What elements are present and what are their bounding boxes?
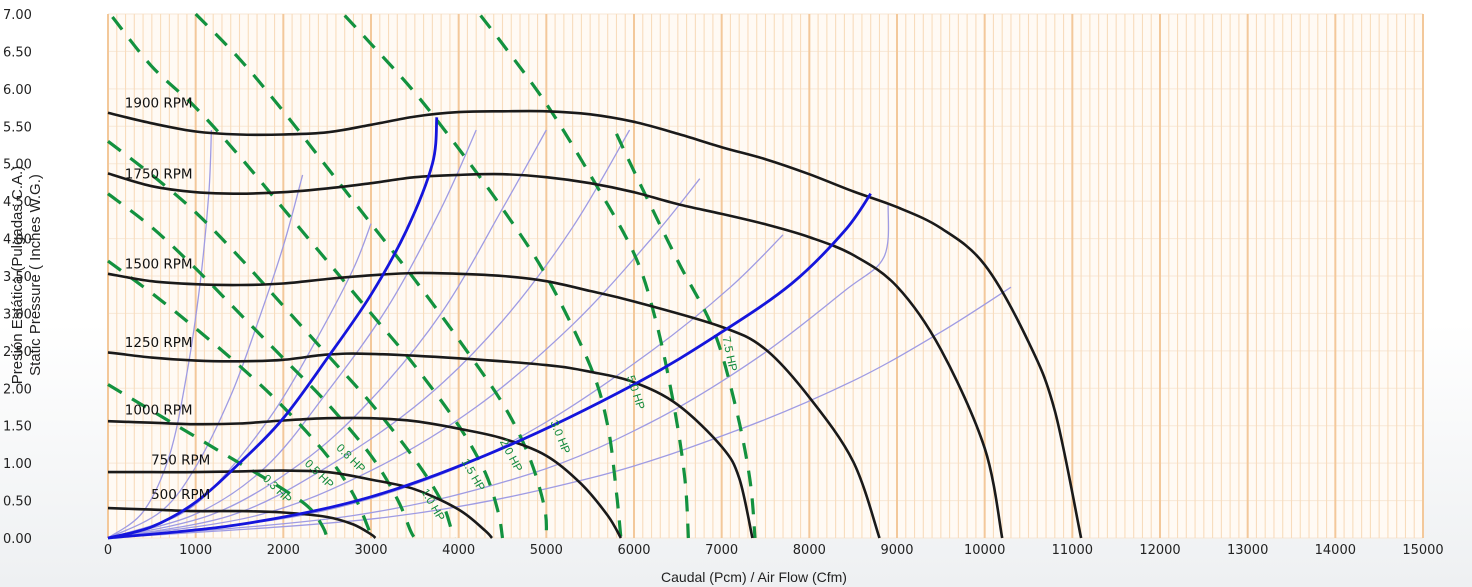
y-tick-label: 6.00 [3, 83, 32, 98]
y-tick-label: 1.50 [3, 420, 32, 435]
system-curve-7 [107, 178, 701, 539]
hp-curve-0-5-hp [107, 259, 373, 539]
rpm-label: 750 RPM [151, 453, 210, 469]
rpm-label: 1000 RPM [125, 402, 193, 418]
hp-curve-1-5-hp [111, 15, 505, 539]
y-axis-title-line-1: Presión Estática (Pulgadas C.A.) [9, 166, 26, 384]
x-tick-label: 8000 [793, 543, 826, 558]
hp-curves [107, 12, 757, 539]
system-curve-2 [107, 174, 304, 539]
x-tick-label: 4000 [442, 543, 475, 558]
y-axis-ticks: 0.00 0.50 1.00 1.50 2.00 2.50 3.00 3.50 4.00 4.50… [3, 8, 32, 547]
rpm-label: 1500 RPM [125, 257, 193, 273]
rpm-curve-500-rpm [107, 506, 377, 539]
rpm-curve-1500-rpm [107, 271, 881, 539]
hp-curve-0-8-hp [107, 192, 417, 539]
operating-limit-curve-1 [107, 117, 439, 540]
system-curves [107, 129, 1012, 539]
x-tick-label: 7000 [705, 543, 738, 558]
system-curve-3 [107, 223, 372, 539]
y-tick-label: 0.50 [3, 495, 32, 510]
x-tick-label: 12000 [1139, 543, 1180, 558]
y-tick-label: 7.00 [3, 8, 32, 23]
x-tick-label: 15000 [1402, 543, 1443, 558]
y-tick-label: 0.00 [3, 532, 32, 547]
hp-curve-0-3-hp [107, 383, 329, 539]
rpm-curves [107, 109, 1083, 539]
x-axis-ticks: 0 1000 2000 3000 4000 5000 6000 7000 8000 9000 100… [104, 543, 1444, 558]
system-curve-8 [107, 234, 784, 539]
x-tick-label: 13000 [1227, 543, 1268, 558]
x-tick-label: 5000 [530, 543, 563, 558]
x-tick-label: 14000 [1315, 543, 1356, 558]
x-tick-label: 2000 [267, 543, 300, 558]
hp-curve-3-0-hp [343, 14, 623, 539]
y-axis-title-line-2: Static Pressure ( Inches W.G.) [27, 174, 44, 376]
y-tick-label: 2.50 [3, 345, 32, 360]
y-tick-label: 3.00 [3, 307, 32, 322]
y-tick-label: 6.50 [3, 45, 32, 60]
rpm-label: 1900 RPM [125, 96, 193, 112]
x-tick-label: 11000 [1052, 543, 1093, 558]
rpm-curve-1750-rpm [107, 172, 1004, 539]
y-tick-label: 5.00 [3, 158, 32, 173]
rpm-label: 1250 RPM [125, 335, 193, 351]
hp-curve-2-0-hp [194, 12, 549, 539]
system-curve-4 [107, 129, 477, 539]
x-tick-label: 9000 [880, 543, 913, 558]
x-axis-title: Caudal (Pcm) / Air Flow (Cfm) [661, 569, 847, 585]
x-tick-label: 0 [104, 543, 112, 558]
y-tick-label: 3.50 [3, 270, 32, 285]
y-tick-label: 2.00 [3, 382, 32, 397]
y-tick-label: 4.50 [3, 195, 32, 210]
hp-curve-7-5-hp [615, 133, 757, 539]
rpm-label: 500 RPM [151, 487, 210, 503]
x-tick-label: 3000 [354, 543, 387, 558]
system-curve-6 [107, 129, 631, 539]
x-tick-label: 10000 [964, 543, 1005, 558]
y-tick-label: 1.00 [3, 457, 32, 472]
x-tick-label: 6000 [617, 543, 650, 558]
y-tick-label: 4.00 [3, 233, 32, 248]
y-tick-label: 5.50 [3, 120, 32, 135]
rpm-curve-1900-rpm [107, 109, 1083, 539]
hp-curve-5-0-hp [479, 14, 690, 539]
system-curve-5 [107, 129, 547, 539]
rpm-curve-1250-rpm [107, 351, 754, 539]
operating-limit-curves [107, 117, 872, 540]
rpm-curve-1000-rpm [107, 416, 623, 539]
rpm-curve-750-rpm [108, 469, 493, 539]
rpm-label: 1750 RPM [125, 167, 193, 183]
x-tick-label: 1000 [179, 543, 212, 558]
system-curve-10 [107, 286, 1012, 539]
system-curve-9 [107, 204, 890, 539]
operating-limit-curve-2 [107, 192, 872, 540]
